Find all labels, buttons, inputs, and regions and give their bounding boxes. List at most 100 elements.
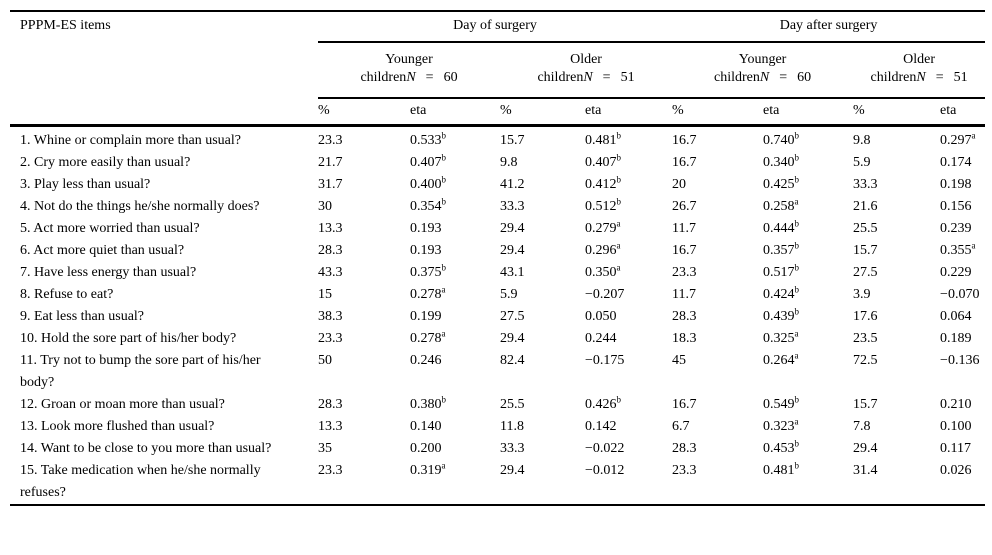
- equals-sign: =: [779, 70, 788, 85]
- significance-superscript: a: [616, 218, 621, 229]
- table-row: 9. Eat less than usual? 38.3 0.199 27.5 0.05…: [10, 306, 985, 328]
- equals-sign: =: [425, 70, 434, 85]
- significance-superscript: b: [794, 438, 800, 449]
- eta-value-cell: 0.407b: [585, 152, 621, 170]
- eta-value-cell: 0.533b: [410, 130, 446, 148]
- significance-superscript: b: [616, 394, 622, 405]
- item-cell: 9. Eat less than usual?: [20, 309, 145, 324]
- significance-superscript: b: [441, 196, 447, 207]
- percent-value-cell: 6.7: [672, 419, 690, 434]
- eta-value-cell: 0.199: [410, 309, 442, 324]
- sample-size-label: childrenN = 60: [360, 70, 458, 85]
- significance-superscript: b: [441, 174, 447, 185]
- item-cell: 4. Not do the things he/she normally doe…: [20, 199, 260, 214]
- eta-value-cell: −0.012: [585, 463, 625, 478]
- table-row: 7. Have less energy than usual? 43.3 0.375…: [10, 262, 985, 284]
- eta-value-cell: −0.070: [940, 287, 980, 302]
- eta-value-cell: 0.246: [410, 353, 442, 368]
- pppm-es-results-table: PPPM-ES items Day of surgery Day after s…: [10, 10, 986, 506]
- percent-value-cell: 27.5: [500, 309, 525, 324]
- item-cell: 14. Want to be close to you more than us…: [20, 441, 272, 456]
- significance-superscript: b: [794, 152, 800, 163]
- percent-value-cell: 29.4: [853, 441, 878, 456]
- percent-value-cell: 29.4: [500, 463, 525, 478]
- eta-value-cell: 0.375b: [410, 262, 447, 280]
- eta-value-cell: 0.189: [940, 331, 972, 346]
- eta-value-cell: 0.140: [410, 419, 442, 434]
- item-cell: 3. Play less than usual?: [20, 177, 151, 192]
- eta-value-cell: 0.481b: [763, 460, 800, 478]
- eta-value-cell: 0.426b: [585, 394, 622, 412]
- significance-superscript: b: [616, 130, 622, 141]
- eta-value-cell: 0.244: [585, 331, 617, 346]
- percent-value-cell: 5.9: [853, 155, 871, 170]
- eta-value-cell: 0.239: [940, 221, 972, 236]
- significance-superscript: b: [441, 262, 447, 273]
- eta-value-cell: 0.264a: [763, 350, 799, 368]
- item-cell: 7. Have less energy than usual?: [20, 265, 197, 280]
- item-cell: 2. Cry more easily than usual?: [20, 155, 191, 170]
- significance-superscript: b: [794, 130, 800, 141]
- percent-value-cell: 50: [318, 353, 332, 368]
- percent-value-cell: 72.5: [853, 353, 878, 368]
- eta-value-cell: 0.026: [940, 463, 972, 478]
- subheader-day-after-older: Older childrenN = 51: [853, 42, 986, 99]
- table-row: 2. Cry more easily than usual? 21.7 0.407b…: [10, 152, 985, 174]
- eta-value-cell: 0.279a: [585, 218, 621, 236]
- table-row: 13. Look more flushed than usual? 13.3 0.1…: [10, 416, 985, 438]
- sample-size-label: childrenN = 51: [537, 70, 635, 85]
- significance-superscript: a: [794, 196, 799, 207]
- percent-value-cell: 30: [318, 199, 332, 214]
- percent-value-cell: 45: [672, 353, 687, 368]
- table-row: 8. Refuse to eat? 15 0.278a 5.9 −0.207 11.7 0.…: [10, 284, 985, 306]
- eta-value-cell: −0.022: [585, 441, 625, 456]
- eta-value-cell: 0.193: [410, 221, 442, 236]
- eta-value-cell: 0.193: [410, 243, 442, 258]
- eta-value-cell: −0.136: [940, 353, 980, 368]
- eta-value-cell: 0.354b: [410, 196, 447, 214]
- sample-size-label: childrenN = 60: [713, 70, 812, 85]
- significance-superscript: a: [441, 328, 446, 339]
- significance-superscript: b: [794, 240, 800, 251]
- eta-value-cell: 0.142: [585, 419, 617, 434]
- percent-value-cell: 28.3: [318, 397, 343, 412]
- eta-value-cell: 0.517b: [763, 262, 800, 280]
- percent-value-cell: 16.7: [672, 133, 697, 148]
- significance-superscript: b: [441, 394, 447, 405]
- eta-value-cell: 0.425b: [763, 174, 800, 192]
- percent-value-cell: 33.3: [500, 441, 525, 456]
- significance-superscript: a: [441, 284, 446, 295]
- percent-value-cell: 35: [318, 441, 332, 456]
- eta-value-cell: 0.350a: [585, 262, 621, 280]
- table-row: 5. Act more worried than usual? 13.3 0.193…: [10, 218, 985, 240]
- eta-value-cell: 0.258a: [763, 196, 799, 214]
- eta-value-cell: 0.481b: [585, 130, 622, 148]
- item-cell: 13. Look more flushed than usual?: [20, 419, 215, 434]
- significance-superscript: a: [971, 240, 976, 251]
- significance-superscript: b: [794, 460, 800, 471]
- eta-value-cell: 0.198: [940, 177, 972, 192]
- percent-value-cell: 23.3: [318, 133, 343, 148]
- percent-value-cell: 23.3: [672, 463, 697, 478]
- percent-value-cell: 33.3: [853, 177, 878, 192]
- percent-value-cell: 16.7: [672, 243, 697, 258]
- percent-value-cell: 43.3: [318, 265, 343, 280]
- item-cell: 15. Take medication when he/she normally…: [20, 463, 261, 500]
- n-symbol: N: [406, 70, 416, 85]
- percent-value-cell: 9.8: [853, 133, 871, 148]
- group-header-day-after-surgery: Day after surgery: [672, 11, 986, 43]
- eta-value-cell: 0.407b: [410, 152, 447, 170]
- eta-value-cell: 0.100: [940, 419, 972, 434]
- significance-superscript: b: [441, 152, 447, 163]
- significance-superscript: b: [794, 262, 800, 273]
- eta-value-cell: 0.229: [940, 265, 972, 280]
- eta-value-cell: 0.174: [940, 155, 972, 170]
- eta-value-cell: 0.412b: [585, 174, 621, 192]
- measure-header-row: % eta% eta% eta% eta: [10, 98, 986, 127]
- percent-value-cell: 38.3: [318, 309, 343, 324]
- percent-value-cell: 16.7: [672, 397, 697, 412]
- significance-superscript: b: [794, 284, 800, 295]
- percent-value-cell: 23.3: [672, 265, 697, 280]
- significance-superscript: b: [616, 196, 622, 207]
- significance-superscript: b: [794, 218, 800, 229]
